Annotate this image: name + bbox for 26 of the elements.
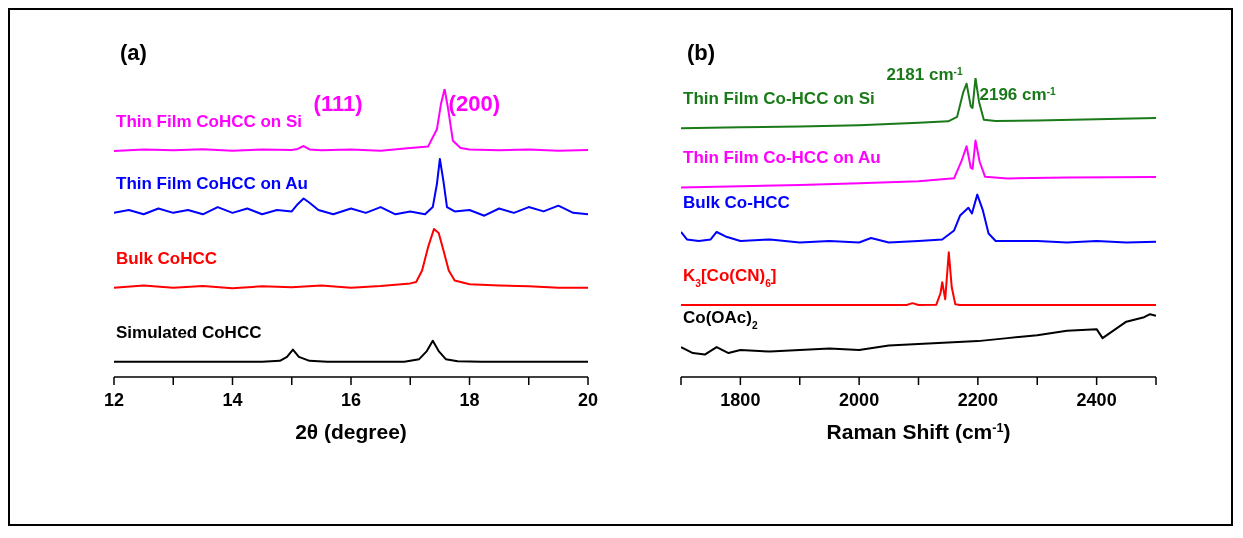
series-label: Bulk Co-HCC: [683, 192, 790, 212]
x-tick-label: 14: [222, 389, 243, 410]
x-tick-label: 12: [103, 389, 125, 410]
series-label: Thin Film Co-HCC on Si: [683, 89, 875, 109]
x-tick-label: 1800: [720, 389, 761, 410]
x-axis-title: Raman Shift (cm$^{-1}$): [826, 420, 1011, 443]
annotation: 2196 cm$^{-1}$: [979, 85, 1057, 104]
annotation: (111): [313, 91, 363, 116]
x-tick-label: 20: [577, 389, 599, 410]
annotation: (200): [448, 91, 500, 116]
x-tick-label: 16: [340, 389, 362, 410]
series-label: Thin Film CoHCC on Si: [116, 111, 303, 131]
series-label: K$_{3}$[Co(CN)$_{6}$]: [683, 265, 777, 289]
x-tick-label: 2000: [839, 389, 880, 410]
series-label: Simulated CoHCC: [116, 322, 262, 342]
x-tick-label: 2200: [957, 389, 998, 410]
series-label: Co(OAc)$_{2}$: [683, 308, 758, 331]
series-label: Thin Film Co-HCC on Au: [683, 148, 881, 168]
series-label: Thin Film CoHCC on Au: [116, 173, 309, 193]
chart-title: (a): [120, 40, 147, 66]
x-axis-title: 2θ (degree): [295, 420, 407, 443]
chart-title: (b): [687, 40, 716, 66]
annotation: 2181 cm$^{-1}$: [886, 64, 963, 84]
x-tick-label: 18: [459, 389, 480, 410]
x-tick-label: 2400: [1076, 389, 1117, 410]
series-label: Bulk CoHCC: [116, 248, 218, 268]
